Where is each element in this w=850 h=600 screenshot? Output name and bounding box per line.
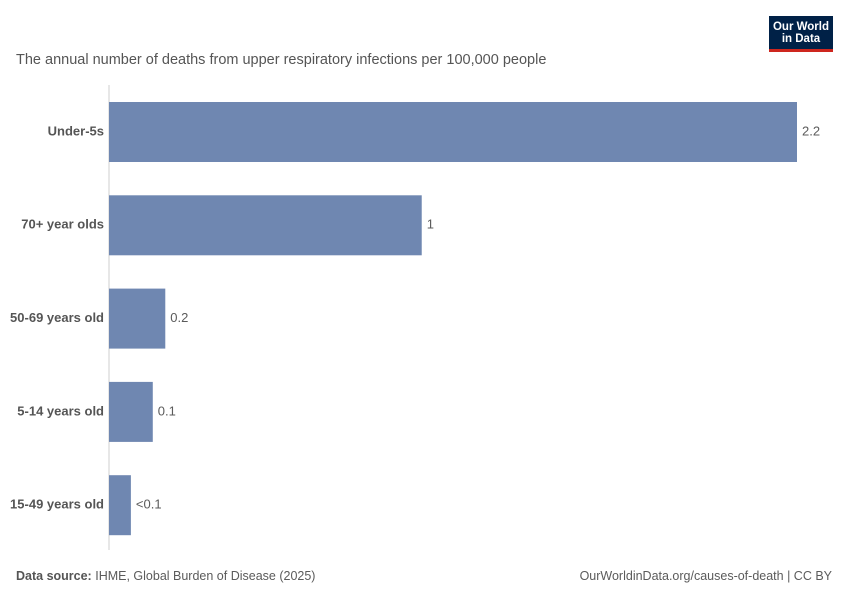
bar[interactable]: [109, 381, 153, 442]
category-label: 70+ year olds: [21, 217, 104, 232]
bar[interactable]: [109, 195, 422, 256]
chart-subtitle: The annual number of deaths from upper r…: [16, 52, 547, 68]
category-label: Under-5s: [48, 123, 104, 138]
category-label: 15-49 years old: [10, 497, 104, 512]
owid-logo[interactable]: Our World in Data: [769, 16, 833, 52]
value-label: <0.1: [136, 497, 162, 512]
source-text[interactable]: IHME, Global Burden of Disease (2025): [95, 569, 316, 583]
logo-line-1: Our World: [772, 21, 829, 33]
category-label: 50-69 years old: [10, 310, 104, 325]
footer-source: Data source: IHME, Global Burden of Dise…: [16, 569, 315, 583]
bar[interactable]: [109, 475, 131, 536]
bar-chart: Under-5s 2.2 70+ year olds 1 50-69 years old…: [10, 85, 820, 550]
bar[interactable]: [109, 288, 166, 349]
bar[interactable]: [109, 102, 797, 162]
logo-line-2: in Data: [781, 33, 821, 45]
category-label: 5-14 years old: [17, 403, 104, 418]
value-label: 0.2: [170, 310, 188, 325]
footer-license[interactable]: OurWorldinData.org/causes-of-death | CC …: [579, 569, 832, 583]
value-label: 2.2: [802, 123, 820, 138]
source-label: Data source:: [16, 569, 92, 583]
value-label: 0.1: [158, 403, 176, 418]
value-label: 1: [427, 217, 434, 232]
